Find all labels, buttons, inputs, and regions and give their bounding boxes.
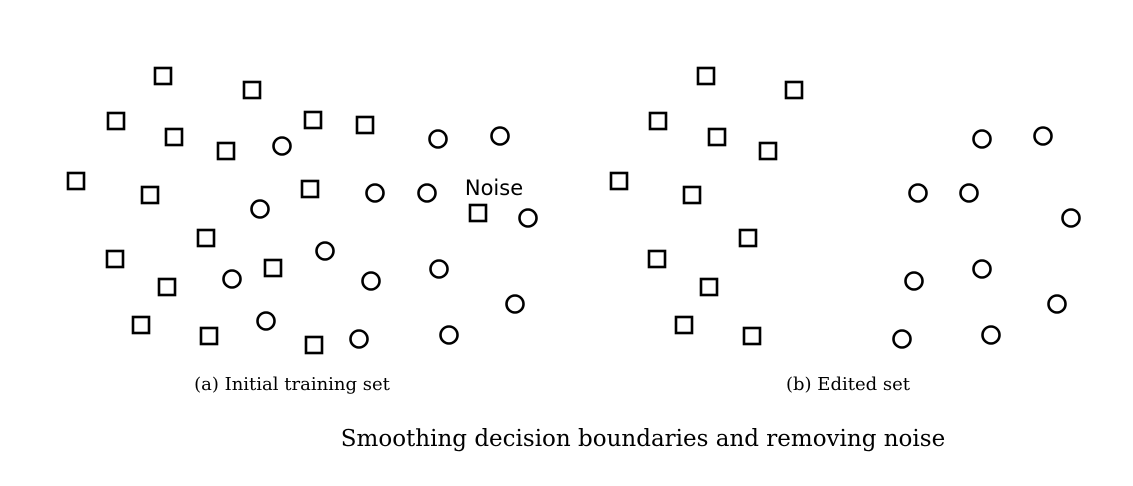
square-point (738, 228, 758, 248)
noise-label: Noise (465, 176, 523, 200)
square-point (609, 171, 629, 191)
circle-point (490, 126, 510, 146)
circle-point (349, 329, 369, 349)
square-point (696, 66, 716, 86)
square-point (699, 277, 719, 297)
square-point (105, 249, 125, 269)
square-point (140, 185, 160, 205)
figure-caption: Smoothing decision boundaries and removi… (341, 426, 945, 452)
circle-point (972, 259, 992, 279)
circle-point (439, 325, 459, 345)
square-point (674, 315, 694, 335)
square-point (242, 80, 262, 100)
circle-point (365, 183, 385, 203)
circle-point (222, 269, 242, 289)
square-point (355, 115, 375, 135)
circle-point (1061, 208, 1081, 228)
circle-point (256, 311, 276, 331)
panel-initial-training-set (66, 66, 538, 355)
square-point (196, 228, 216, 248)
square-point (648, 111, 668, 131)
circle-point (250, 199, 270, 219)
square-point (263, 258, 283, 278)
square-point (300, 179, 320, 199)
square-point (303, 110, 323, 130)
square-point (304, 335, 324, 355)
circle-point (518, 208, 538, 228)
circle-point (429, 259, 449, 279)
square-point (647, 249, 667, 269)
square-point (199, 326, 219, 346)
panel-b-caption: (b) Edited set (786, 374, 911, 395)
circle-point (417, 183, 437, 203)
circle-point (315, 241, 335, 261)
circle-point (361, 271, 381, 291)
circle-point (505, 294, 525, 314)
square-point (758, 141, 778, 161)
square-point (131, 315, 151, 335)
square-point (707, 127, 727, 147)
circle-point (1047, 294, 1067, 314)
square-point (682, 185, 702, 205)
square-point (157, 277, 177, 297)
square-point (784, 80, 804, 100)
circle-point (972, 129, 992, 149)
circle-point (908, 183, 928, 203)
panel-a-caption: (a) Initial training set (194, 374, 391, 395)
circle-point (904, 271, 924, 291)
square-point (468, 203, 488, 223)
circle-point (981, 325, 1001, 345)
circle-point (892, 329, 912, 349)
square-point (742, 326, 762, 346)
circle-point (1033, 126, 1053, 146)
square-point (164, 127, 184, 147)
square-point (106, 111, 126, 131)
square-point (66, 171, 86, 191)
circle-point (428, 129, 448, 149)
circle-point (272, 136, 292, 156)
square-point (216, 141, 236, 161)
circle-point (959, 183, 979, 203)
panel-edited-set (609, 66, 1081, 349)
square-point (153, 66, 173, 86)
